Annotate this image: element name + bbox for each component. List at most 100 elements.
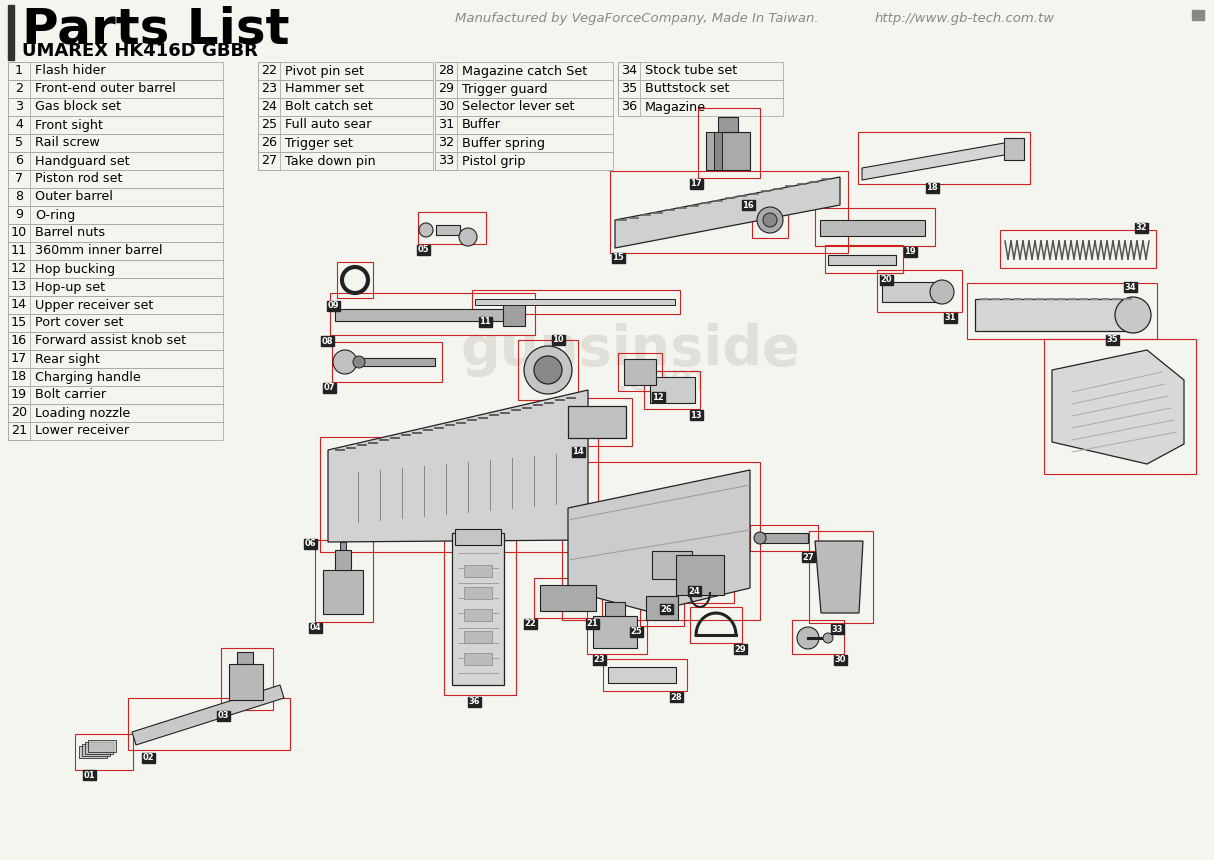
Bar	[8, 260, 223, 278]
Bar	[478, 317, 492, 327]
Bar	[690, 410, 703, 420]
Text: Trigger guard: Trigger guard	[463, 83, 548, 95]
Bar	[551, 335, 565, 345]
Text: 33: 33	[438, 155, 454, 168]
Text: Bolt carrier: Bolt carrier	[35, 389, 106, 402]
Circle shape	[823, 633, 833, 643]
Bar	[592, 616, 637, 648]
Bar	[8, 5, 15, 60]
Text: 32: 32	[1135, 224, 1147, 232]
Text: 07: 07	[323, 384, 335, 392]
Bar	[8, 134, 30, 152]
Bar	[618, 80, 640, 98]
Bar	[323, 570, 363, 614]
Text: Full auto sear: Full auto sear	[285, 119, 371, 132]
Bar	[1004, 138, 1023, 160]
Bar	[8, 350, 30, 368]
Bar	[221, 648, 273, 710]
Bar	[8, 368, 30, 386]
Text: Hop bucking: Hop bucking	[35, 262, 115, 275]
Bar	[858, 132, 1029, 184]
Bar	[652, 551, 692, 579]
Bar	[8, 170, 223, 188]
Bar	[8, 296, 223, 314]
Text: 14: 14	[572, 447, 584, 457]
Bar	[8, 152, 223, 170]
Text: 24: 24	[688, 587, 700, 595]
Bar	[618, 98, 640, 116]
Bar	[698, 108, 760, 178]
Bar	[603, 659, 687, 691]
Bar	[435, 62, 613, 80]
Bar	[8, 170, 30, 188]
Text: gunsinside: gunsinside	[460, 323, 800, 377]
Text: Buffer spring: Buffer spring	[463, 137, 545, 150]
Bar	[8, 98, 223, 116]
Bar	[760, 533, 809, 543]
Bar	[624, 359, 656, 385]
Bar	[85, 742, 113, 754]
Bar	[455, 529, 501, 545]
Text: 02: 02	[142, 753, 154, 763]
Bar	[259, 116, 280, 134]
Bar	[646, 545, 698, 585]
Bar	[618, 353, 662, 391]
Text: 8: 8	[15, 191, 23, 204]
Bar	[572, 447, 584, 457]
Bar	[259, 116, 433, 134]
Bar	[464, 609, 492, 621]
Bar	[8, 386, 30, 404]
Bar	[8, 296, 30, 314]
Bar	[8, 98, 30, 116]
Bar	[1123, 282, 1136, 292]
Text: 360mm inner barrel: 360mm inner barrel	[35, 244, 163, 257]
Bar	[435, 116, 456, 134]
Bar	[652, 392, 664, 402]
Bar	[585, 619, 599, 629]
Bar	[879, 275, 892, 285]
Bar	[534, 578, 602, 618]
Text: Upper receiver set: Upper receiver set	[35, 298, 153, 311]
Text: Magazine catch Set: Magazine catch Set	[463, 64, 588, 77]
Bar	[127, 698, 290, 750]
Text: Stock tube set: Stock tube set	[645, 64, 737, 77]
Bar	[331, 342, 442, 382]
Bar	[714, 132, 722, 170]
Polygon shape	[862, 142, 1010, 180]
Bar	[8, 260, 30, 278]
Text: 30: 30	[834, 655, 846, 665]
Text: 30: 30	[438, 101, 454, 114]
Bar	[8, 188, 30, 206]
Text: 31: 31	[944, 314, 955, 322]
Bar	[335, 550, 351, 570]
Bar	[8, 404, 30, 422]
Text: 19: 19	[904, 248, 915, 256]
Bar	[259, 134, 433, 152]
Bar	[605, 602, 625, 616]
Text: Selector lever set: Selector lever set	[463, 101, 574, 114]
Bar	[8, 332, 223, 350]
Bar	[259, 62, 433, 80]
Text: 13: 13	[11, 280, 27, 293]
Bar	[436, 225, 460, 235]
Text: 28: 28	[670, 692, 682, 702]
Text: Lower receiver: Lower receiver	[35, 425, 129, 438]
Text: Trigger set: Trigger set	[285, 137, 353, 150]
Bar	[83, 744, 110, 756]
Text: 16: 16	[742, 200, 754, 210]
Bar	[435, 134, 456, 152]
Bar	[8, 242, 30, 260]
Bar	[8, 242, 223, 260]
Text: 12: 12	[652, 392, 664, 402]
Text: 14: 14	[11, 298, 27, 311]
Text: Rear sight: Rear sight	[35, 353, 100, 366]
Bar	[588, 594, 647, 654]
Bar	[435, 98, 456, 116]
Bar	[883, 282, 940, 302]
Text: 32: 32	[438, 137, 454, 150]
Text: 23: 23	[261, 83, 277, 95]
Text: 31: 31	[438, 119, 454, 132]
Bar	[676, 555, 724, 595]
Bar	[79, 746, 107, 758]
Text: Forward assist knob set: Forward assist knob set	[35, 335, 186, 347]
